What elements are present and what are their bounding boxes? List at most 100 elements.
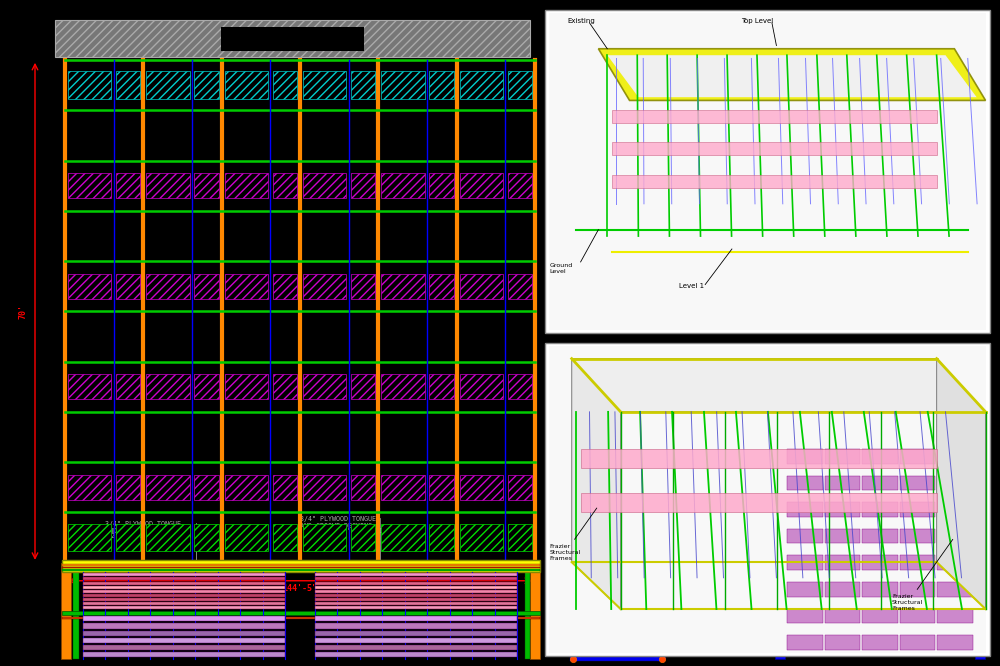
Bar: [581, 494, 937, 512]
Bar: [900, 635, 935, 650]
Bar: [381, 374, 425, 400]
Bar: [429, 71, 454, 99]
Text: Level 1: Level 1: [679, 283, 704, 289]
Bar: [303, 374, 346, 400]
Bar: [785, 490, 975, 492]
Bar: [460, 475, 503, 500]
Bar: [825, 582, 860, 597]
Bar: [68, 374, 111, 400]
Bar: [315, 652, 517, 657]
Bar: [862, 502, 898, 517]
Bar: [900, 582, 935, 597]
Bar: [825, 609, 860, 623]
Bar: [225, 274, 268, 299]
Bar: [116, 523, 140, 551]
Text: Ground
Level: Ground Level: [549, 263, 573, 274]
Bar: [508, 374, 532, 400]
Bar: [68, 71, 111, 99]
Bar: [825, 555, 860, 570]
Bar: [83, 623, 285, 629]
Bar: [315, 645, 517, 650]
Bar: [570, 433, 577, 659]
Bar: [83, 607, 285, 609]
Bar: [429, 475, 454, 500]
Bar: [508, 523, 532, 551]
Bar: [315, 586, 517, 589]
Bar: [775, 432, 985, 440]
Text: Frazier
Structural
Frames: Frazier Structural Frames: [892, 539, 953, 611]
Bar: [194, 523, 219, 551]
Bar: [937, 555, 973, 570]
Bar: [351, 274, 375, 299]
Bar: [146, 274, 190, 299]
Bar: [273, 523, 297, 551]
Bar: [862, 555, 898, 570]
Bar: [862, 476, 898, 490]
Bar: [62, 560, 540, 572]
Bar: [508, 173, 532, 198]
Bar: [429, 274, 454, 299]
Bar: [612, 143, 937, 155]
Bar: [351, 71, 375, 99]
Bar: [570, 431, 665, 435]
Bar: [825, 502, 860, 517]
Bar: [787, 635, 823, 650]
Bar: [273, 475, 297, 500]
Bar: [83, 616, 285, 621]
Bar: [315, 590, 517, 593]
Bar: [900, 529, 935, 543]
Bar: [83, 586, 285, 589]
Bar: [273, 274, 297, 299]
Bar: [221, 27, 364, 51]
Bar: [146, 475, 190, 500]
Bar: [785, 543, 975, 545]
Bar: [825, 476, 860, 490]
Bar: [937, 635, 973, 650]
Bar: [900, 555, 935, 570]
Bar: [937, 449, 973, 464]
Bar: [194, 374, 219, 400]
Bar: [315, 581, 517, 585]
Bar: [937, 476, 973, 490]
Bar: [900, 449, 935, 464]
Bar: [787, 449, 823, 464]
Bar: [900, 609, 935, 623]
Bar: [225, 71, 268, 99]
Bar: [381, 173, 425, 198]
Bar: [785, 633, 975, 635]
Polygon shape: [607, 55, 977, 97]
Bar: [146, 71, 190, 99]
Bar: [900, 476, 935, 490]
Bar: [225, 374, 268, 400]
Bar: [785, 527, 975, 529]
Bar: [315, 631, 517, 636]
Bar: [862, 449, 898, 464]
Bar: [460, 523, 503, 551]
Bar: [545, 10, 990, 333]
Bar: [351, 374, 375, 400]
Polygon shape: [572, 358, 621, 609]
Bar: [315, 573, 517, 576]
Bar: [508, 71, 532, 99]
Bar: [785, 500, 975, 502]
Bar: [612, 174, 937, 188]
Bar: [975, 433, 985, 659]
Bar: [612, 110, 937, 123]
Bar: [83, 590, 285, 593]
Bar: [570, 657, 665, 661]
Bar: [116, 71, 140, 99]
Bar: [785, 623, 975, 625]
Bar: [315, 594, 517, 597]
Bar: [61, 563, 71, 659]
Bar: [381, 274, 425, 299]
Bar: [351, 173, 375, 198]
Bar: [303, 523, 346, 551]
Bar: [83, 598, 285, 601]
Bar: [225, 173, 268, 198]
Bar: [862, 609, 898, 623]
Text: Top Level: Top Level: [741, 18, 773, 24]
Bar: [381, 523, 425, 551]
Bar: [68, 475, 111, 500]
Bar: [785, 464, 975, 466]
Bar: [315, 616, 517, 621]
